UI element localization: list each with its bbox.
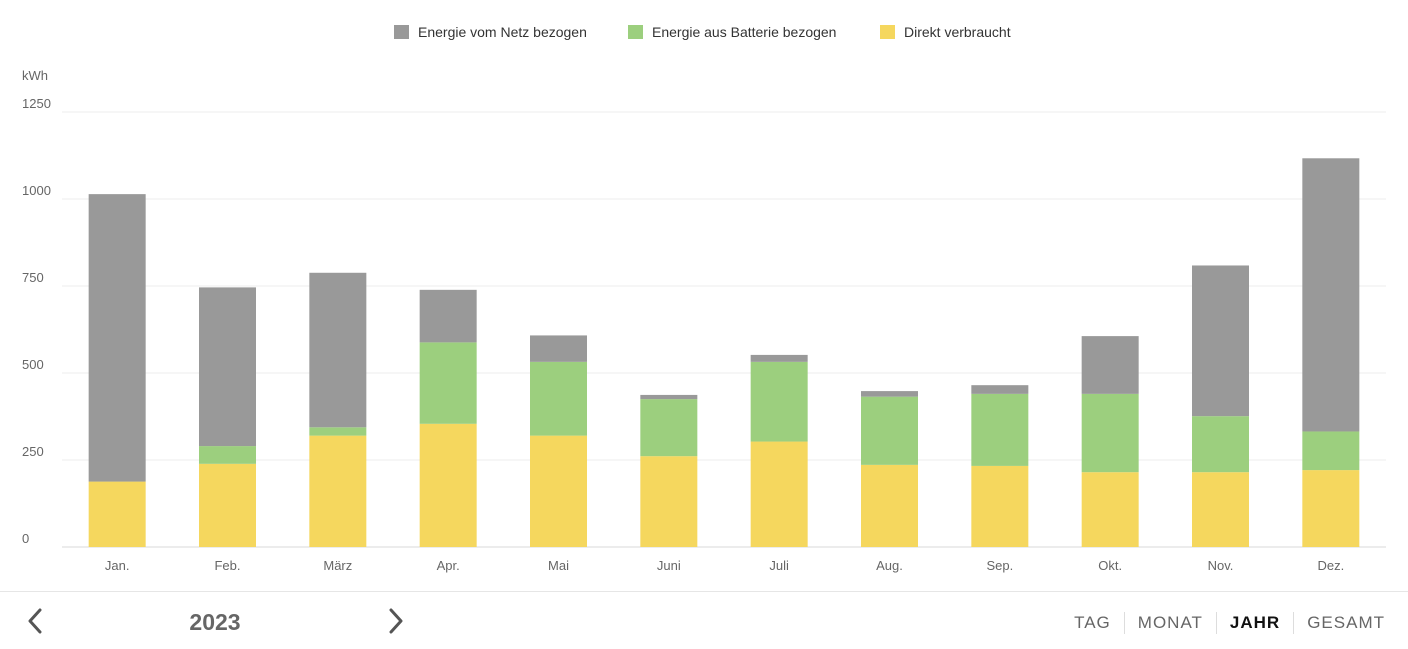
x-tick-label: März <box>323 558 352 573</box>
bar-segment[interactable] <box>199 287 256 447</box>
bar-segment[interactable] <box>309 272 367 428</box>
bar-segment[interactable] <box>419 342 477 424</box>
bar-segment[interactable] <box>1081 472 1139 547</box>
legend-item[interactable]: Energie vom Netz bezogen <box>394 24 587 40</box>
x-tick-label: Feb. <box>214 558 240 573</box>
y-tick-label: 750 <box>22 270 44 285</box>
x-tick-label: Aug. <box>876 558 903 573</box>
bar-segment[interactable] <box>1302 158 1360 432</box>
bar-segment[interactable] <box>971 385 1029 394</box>
bar-segment[interactable] <box>88 194 146 482</box>
legend: Energie vom Netz bezogen Energie aus Batt… <box>394 24 1011 40</box>
legend-label: Energie vom Netz bezogen <box>418 24 587 40</box>
x-tick-label: Juni <box>657 558 681 573</box>
legend-swatch <box>628 25 643 39</box>
bar-segment[interactable] <box>861 396 918 465</box>
bar-segment[interactable] <box>750 354 808 362</box>
year-label: 2023 <box>189 609 241 635</box>
range-jahr-button[interactable]: JAHR <box>1215 612 1293 634</box>
x-tick-label: Jan. <box>105 558 130 573</box>
bar-segment[interactable] <box>530 435 587 547</box>
bar-segment[interactable] <box>750 361 808 442</box>
range-monat-button[interactable]: MONAT <box>1123 612 1216 634</box>
bar-segment[interactable] <box>199 463 256 547</box>
bar-segment[interactable] <box>309 427 367 436</box>
bars <box>88 158 1360 547</box>
period-navigation: 2023 TAG MONAT JAHR GESAMT <box>0 591 1408 649</box>
legend-swatch <box>880 25 895 39</box>
x-tick-label: Mai <box>548 558 569 573</box>
bar-segment[interactable] <box>199 446 256 464</box>
y-tick-label: 500 <box>22 357 44 372</box>
bar-segment[interactable] <box>640 399 698 457</box>
y-tick-label: 1250 <box>22 96 51 111</box>
bar-segment[interactable] <box>971 465 1029 547</box>
bar-segment[interactable] <box>861 391 918 397</box>
bar-segment[interactable] <box>1302 470 1360 547</box>
y-tick-label: 250 <box>22 444 44 459</box>
legend-label: Energie aus Batterie bezogen <box>652 24 836 40</box>
x-tick-label: Juli <box>769 558 789 573</box>
y-axis-label: kWh <box>22 68 48 83</box>
previous-year-button[interactable] <box>20 606 50 636</box>
bar-segment[interactable] <box>1192 416 1249 473</box>
grid-lines <box>62 111 1386 548</box>
chevron-right-icon <box>389 608 403 634</box>
bar-segment[interactable] <box>640 456 698 547</box>
bar-segment[interactable] <box>530 335 587 362</box>
x-tick-label: Apr. <box>437 558 460 573</box>
bar-segment[interactable] <box>419 423 477 547</box>
range-gesamt-button[interactable]: GESAMT <box>1293 612 1398 634</box>
x-tick-label: Okt. <box>1098 558 1122 573</box>
bar-segment[interactable] <box>750 441 808 547</box>
x-tick-label: Dez. <box>1317 558 1344 573</box>
stacked-bar-chart: Energie vom Netz bezogen Energie aus Batt… <box>22 24 1386 573</box>
legend-label: Direkt verbraucht <box>904 24 1011 40</box>
bar-segment[interactable] <box>1081 393 1139 473</box>
bar-segment[interactable] <box>640 394 698 400</box>
y-tick-label: 0 <box>22 531 29 546</box>
legend-item[interactable]: Energie aus Batterie bezogen <box>628 24 836 40</box>
bar-segment[interactable] <box>971 393 1029 466</box>
chevron-left-icon <box>28 608 42 634</box>
x-axis-ticks: Jan. Feb. März Apr. Mai Juni Juli Aug. Sep. Okt. N… <box>105 558 1344 573</box>
bar-segment[interactable] <box>1081 336 1139 394</box>
bar-segment[interactable] <box>1302 431 1360 471</box>
bar-segment[interactable] <box>419 289 477 343</box>
next-year-button[interactable] <box>381 606 411 636</box>
bar-segment[interactable] <box>861 464 918 547</box>
range-tag-button[interactable]: TAG <box>1074 613 1111 632</box>
bar-segment[interactable] <box>530 361 587 436</box>
y-tick-label: 1000 <box>22 183 51 198</box>
y-axis-ticks: 0 250 500 750 1000 1250 <box>22 96 51 546</box>
legend-swatch <box>394 25 409 39</box>
range-selector: TAG MONAT JAHR GESAMT <box>1061 612 1398 634</box>
bar-segment[interactable] <box>1192 265 1249 417</box>
x-tick-label: Sep. <box>986 558 1013 573</box>
x-tick-label: Nov. <box>1208 558 1234 573</box>
legend-item[interactable]: Direkt verbraucht <box>880 24 1011 40</box>
bar-segment[interactable] <box>88 481 146 547</box>
bar-segment[interactable] <box>1192 472 1249 547</box>
bar-segment[interactable] <box>309 435 367 547</box>
